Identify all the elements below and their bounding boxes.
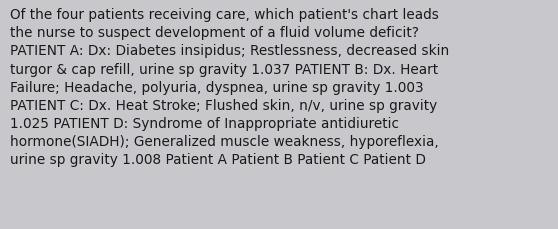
Text: Of the four patients receiving care, which patient's chart leads
the nurse to su: Of the four patients receiving care, whi… <box>10 8 449 167</box>
